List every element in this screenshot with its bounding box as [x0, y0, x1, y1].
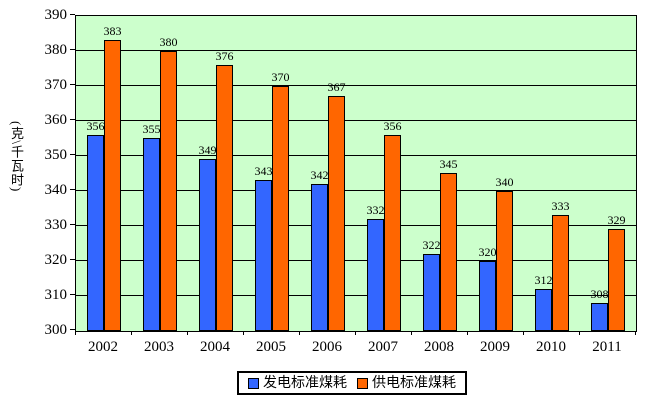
- y-tick-mark: [70, 224, 75, 225]
- bar-value-label: 356: [86, 119, 105, 133]
- plot-area: 356 383 355 380 349 376 343 370 342 367 332 356 322 3…: [75, 15, 637, 332]
- y-tick-label: 370: [44, 77, 68, 93]
- legend-item-1: 供电标准煤耗: [357, 376, 456, 391]
- x-tick-mark: [579, 331, 580, 335]
- legend-swatch-icon: [357, 377, 368, 389]
- x-tick-mark: [299, 331, 300, 335]
- bar-value-label: 376: [215, 49, 234, 63]
- x-category-label: 2002: [88, 339, 118, 355]
- x-tick-mark: [635, 331, 636, 335]
- bar-2004-series-1: [216, 65, 233, 331]
- bar-2002-series-1: [104, 40, 121, 331]
- bar-2009-series-1: [496, 191, 513, 331]
- bar-2003-series-0: [143, 138, 160, 331]
- gridline: [76, 50, 636, 51]
- bar-2011-series-1: [608, 229, 625, 331]
- gridline: [76, 260, 636, 261]
- bar-2004-series-0: [199, 159, 216, 331]
- x-category-label: 2011: [592, 339, 622, 355]
- bar-2011-series-0: [591, 303, 608, 331]
- legend: 发电标准煤耗 供电标准煤耗: [237, 371, 467, 395]
- bar-value-label: 333: [551, 199, 570, 213]
- x-category-label: 2007: [368, 339, 398, 355]
- gridline: [76, 295, 636, 296]
- bar-2007-series-0: [367, 219, 384, 331]
- legend-swatch-icon: [248, 377, 259, 389]
- x-tick-mark: [243, 331, 244, 335]
- bar-value-label: 322: [422, 238, 441, 252]
- x-tick-mark: [75, 331, 76, 335]
- gridline: [76, 120, 636, 121]
- y-axis-title: (克\千瓦时): [9, 121, 24, 193]
- y-tick-label: 310: [44, 287, 68, 303]
- bar-value-label: 343: [254, 164, 273, 178]
- bar-value-label: 355: [142, 122, 161, 136]
- legend-label: 供电标准煤耗: [372, 375, 456, 391]
- y-tick-mark: [70, 84, 75, 85]
- y-tick-label: 300: [44, 322, 68, 338]
- bar-2007-series-1: [384, 135, 401, 331]
- legend-label: 发电标准煤耗: [263, 375, 347, 391]
- bar-value-label: 332: [366, 203, 385, 217]
- y-tick-mark: [70, 119, 75, 120]
- x-category-label: 2008: [424, 339, 454, 355]
- x-tick-mark: [131, 331, 132, 335]
- x-category-label: 2006: [312, 339, 342, 355]
- x-tick-mark: [467, 331, 468, 335]
- bar-2010-series-1: [552, 215, 569, 331]
- y-tick-label: 390: [44, 7, 68, 23]
- bar-value-label: 345: [439, 157, 458, 171]
- bar-value-label: 308: [590, 287, 609, 301]
- bar-value-label: 370: [271, 70, 290, 84]
- bar-value-label: 367: [327, 80, 346, 94]
- bar-value-label: 340: [495, 175, 514, 189]
- bar-2008-series-1: [440, 173, 457, 331]
- x-tick-mark: [523, 331, 524, 335]
- y-tick-label: 330: [44, 217, 68, 233]
- gridline: [76, 190, 636, 191]
- bar-value-label: 342: [310, 168, 329, 182]
- y-tick-label: 320: [44, 252, 68, 268]
- bar-2002-series-0: [87, 135, 104, 331]
- bar-2003-series-1: [160, 51, 177, 331]
- y-tick-label: 350: [44, 147, 68, 163]
- x-tick-mark: [355, 331, 356, 335]
- x-category-label: 2010: [536, 339, 566, 355]
- y-tick-mark: [70, 259, 75, 260]
- gridline: [76, 225, 636, 226]
- bar-value-label: 349: [198, 143, 217, 157]
- bar-2006-series-1: [328, 96, 345, 331]
- bar-2009-series-0: [479, 261, 496, 331]
- legend-item-0: 发电标准煤耗: [248, 376, 347, 391]
- bar-2010-series-0: [535, 289, 552, 331]
- bar-value-label: 383: [103, 24, 122, 38]
- y-tick-mark: [70, 329, 75, 330]
- x-tick-mark: [411, 331, 412, 335]
- x-category-label: 2004: [200, 339, 230, 355]
- bar-2008-series-0: [423, 254, 440, 331]
- bar-value-label: 320: [478, 245, 497, 259]
- gridline: [76, 155, 636, 156]
- y-tick-mark: [70, 154, 75, 155]
- bar-value-label: 329: [607, 213, 626, 227]
- y-tick-mark: [70, 49, 75, 50]
- bar-value-label: 380: [159, 35, 178, 49]
- y-tick-label: 340: [44, 182, 68, 198]
- x-tick-mark: [187, 331, 188, 335]
- y-tick-label: 360: [44, 112, 68, 128]
- bar-2006-series-0: [311, 184, 328, 331]
- y-tick-mark: [70, 14, 75, 15]
- y-tick-mark: [70, 189, 75, 190]
- bar-2005-series-1: [272, 86, 289, 331]
- x-category-label: 2005: [256, 339, 286, 355]
- bar-value-label: 356: [383, 119, 402, 133]
- y-tick-label: 380: [44, 42, 68, 58]
- bar-value-label: 312: [534, 273, 553, 287]
- y-tick-mark: [70, 294, 75, 295]
- bar-2005-series-0: [255, 180, 272, 331]
- gridline: [76, 85, 636, 86]
- x-category-label: 2003: [144, 339, 174, 355]
- x-category-label: 2009: [480, 339, 510, 355]
